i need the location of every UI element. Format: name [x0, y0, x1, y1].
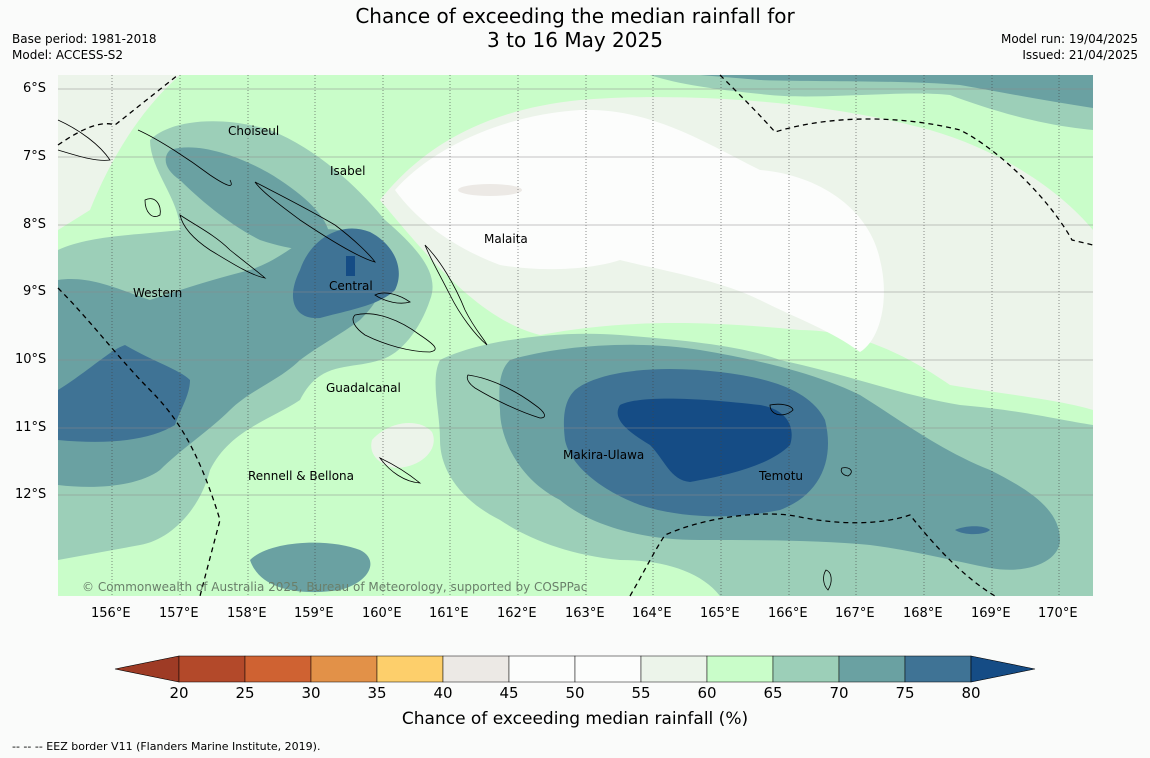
lon-tick: 165°E — [700, 606, 740, 621]
colorbar-tick: 60 — [697, 684, 717, 702]
region-label-western: Western — [133, 286, 183, 300]
eez-legend-note: -- -- -- EEZ border V11 (Flanders Marine… — [12, 740, 321, 753]
region-label-guadalcanal: Guadalcanal — [326, 381, 401, 395]
colorbar-segment — [508, 655, 576, 683]
map-fill — [58, 75, 1093, 596]
base-period: Base period: 1981-2018 — [12, 32, 157, 46]
zone-55-60-topleft — [58, 75, 180, 230]
copyright-notice: © Commonwealth of Australia 2025, Bureau… — [82, 580, 588, 594]
lon-tick: 168°E — [903, 606, 943, 621]
zone-80-plus — [617, 398, 792, 482]
lat-tick: 10°S — [15, 352, 47, 367]
lon-tick: 163°E — [565, 606, 605, 621]
lon-tick: 159°E — [294, 606, 334, 621]
lon-tick: 170°E — [1038, 606, 1078, 621]
lon-tick: 169°E — [971, 606, 1011, 621]
eez-borders — [57, 74, 1094, 597]
lat-tick: 11°S — [15, 420, 47, 435]
colorbar-segment — [640, 655, 708, 683]
lat-gridlines — [58, 88, 1093, 496]
zone-75-80-west — [58, 345, 190, 442]
zone-55-60-island — [371, 422, 434, 468]
title-line-1: Chance of exceeding the median rainfall … — [355, 4, 795, 28]
zone-75-80-central — [292, 228, 399, 319]
zone-50-55 — [395, 109, 884, 352]
colorbar-tick: 55 — [631, 684, 651, 702]
lon-tick: 166°E — [768, 606, 808, 621]
lat-tick: 7°S — [23, 149, 47, 164]
colorbar-tick: 65 — [763, 684, 783, 702]
map-title: Chance of exceeding the median rainfall … — [0, 4, 1150, 52]
colorbar-tick: 70 — [829, 684, 849, 702]
colorbar-label: Chance of exceeding median rainfall (%) — [401, 709, 749, 729]
lat-tick: 9°S — [23, 284, 47, 299]
colorbar-segment — [310, 655, 378, 683]
colorbar-tick: 20 — [169, 684, 189, 702]
region-label-makira-ulawa: Makira-Ulawa — [563, 448, 645, 462]
zone-70-75-rennell — [250, 542, 371, 593]
colorbar-tick: 80 — [961, 684, 981, 702]
zone-45-50 — [458, 184, 522, 196]
region-label-malaita: Malaita — [484, 232, 528, 246]
colorbar-tick: 30 — [301, 684, 321, 702]
lon-tick: 157°E — [159, 606, 199, 621]
colorbar-tick: 40 — [433, 684, 453, 702]
lon-tick: 160°E — [362, 606, 402, 621]
colorbar-segment — [772, 655, 840, 683]
colorbar — [114, 655, 1036, 683]
lat-tick: 6°S — [23, 81, 47, 96]
meta-right: Model run: 19/04/2025 Issued: 21/04/2025 — [1001, 31, 1138, 63]
colorbar-tick: 45 — [499, 684, 519, 702]
region-label-rennell-bellona: Rennell & Bellona — [248, 469, 355, 483]
lon-tick: 167°E — [835, 606, 875, 621]
colorbar-segment — [244, 655, 312, 683]
colorbar-tick: 35 — [367, 684, 387, 702]
lon-tick: 156°E — [91, 606, 131, 621]
lat-tick: 12°S — [15, 487, 47, 502]
model-run: Model run: 19/04/2025 — [1000, 32, 1138, 46]
colorbar-segment — [442, 655, 510, 683]
region-label-choiseul: Choiseul — [228, 124, 280, 138]
colorbar-tick: 50 — [565, 684, 585, 702]
lon-tick: 162°E — [497, 606, 537, 621]
meta-left: Base period: 1981-2018 Model: ACCESS-S2 — [12, 31, 157, 63]
zone-75-80-dot — [955, 526, 990, 535]
colorbar-tick: 25 — [235, 684, 255, 702]
issued-date: Issued: 21/04/2025 — [1022, 48, 1138, 62]
title-line-2: 3 to 16 May 2025 — [487, 28, 663, 52]
lon-tick: 164°E — [632, 606, 672, 621]
colorbar-under-arrow — [114, 655, 180, 683]
zone-80-plus-small — [346, 256, 355, 276]
colorbar-tick: 75 — [895, 684, 915, 702]
lon-tick: 161°E — [429, 606, 469, 621]
zone-70-75-top — [700, 75, 1093, 108]
region-label-temotu: Temotu — [759, 469, 804, 483]
colorbar-segment — [376, 655, 444, 683]
model-name: Model: ACCESS-S2 — [12, 48, 124, 62]
colorbar-segment — [706, 655, 774, 683]
colorbar-segment — [178, 655, 246, 683]
region-label-isabel: Isabel — [330, 164, 366, 178]
region-label-central: Central — [329, 279, 373, 293]
colorbar-segment — [574, 655, 642, 683]
colorbar-segment — [904, 655, 972, 683]
colorbar-segment — [838, 655, 906, 683]
coastlines — [57, 119, 852, 591]
lat-tick: 8°S — [23, 217, 47, 232]
colorbar-over-arrow — [970, 655, 1036, 683]
lon-tick: 158°E — [227, 606, 267, 621]
